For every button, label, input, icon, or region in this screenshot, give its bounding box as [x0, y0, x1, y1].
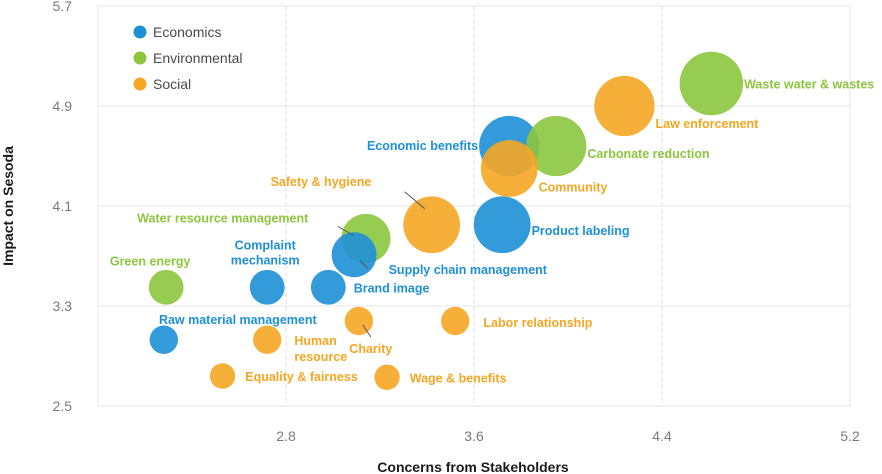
- leader-line: [359, 260, 369, 270]
- data-label-safety-and-hygiene: Safety & hygiene: [271, 175, 372, 189]
- data-label-charity: Charity: [349, 342, 392, 356]
- bubble-raw-material-management: [149, 325, 178, 354]
- y-axis-ticks: 2.5 3.3 4.1 4.9 5.7: [53, 0, 73, 414]
- bubble-complaint-mechanism: [249, 269, 285, 305]
- data-label-carbonate-reduction: Carbonate reduction: [587, 147, 709, 161]
- bubble-safety-and-hygiene: [403, 196, 461, 254]
- y-tick-label: 4.1: [53, 198, 73, 214]
- bubble-labor-relationship: [441, 306, 470, 336]
- legend: Economics Environmental Social: [133, 24, 243, 92]
- data-label-wage-and-benefits: Wage & benefits: [410, 371, 507, 385]
- data-label-line: resource: [294, 350, 347, 364]
- data-label-equality-and-fairness: Equality & fairness: [245, 370, 358, 384]
- x-tick-label: 5.2: [840, 428, 860, 444]
- data-label-raw-material-management: Raw material management: [159, 313, 318, 327]
- y-tick-label: 4.9: [53, 98, 73, 114]
- x-tick-label: 3.6: [464, 428, 484, 444]
- legend-label-economics: Economics: [153, 24, 221, 40]
- x-tick-label: 4.4: [652, 428, 672, 444]
- data-label-line: Human: [294, 334, 336, 348]
- bubble-equality-and-fairness: [209, 363, 236, 389]
- data-label-complaint-mechanism: Complaint mechanism: [231, 238, 300, 267]
- data-label-green-energy: Green energy: [110, 254, 191, 268]
- y-tick-label: 5.7: [53, 0, 73, 14]
- data-label-line: mechanism: [231, 253, 300, 267]
- bubbles: [148, 51, 744, 390]
- data-label-community: Community: [539, 181, 608, 195]
- leader-line: [337, 226, 355, 236]
- data-label-waste-water-and-wastes: Waste water & wastes: [744, 78, 874, 92]
- y-axis-title: Impact on Sesoda: [0, 146, 16, 266]
- data-label-law-enforcement: Law enforcement: [656, 117, 760, 131]
- bubble-carbonate-reduction: [526, 115, 587, 177]
- bubble-brand-image: [310, 269, 346, 305]
- legend-label-social: Social: [153, 76, 191, 92]
- bubble-waste-water-and-wastes: [679, 51, 744, 116]
- data-label-product-labeling: Product labeling: [532, 224, 630, 238]
- legend-marker-social: [133, 77, 147, 91]
- x-axis-ticks: 2.8 3.6 4.4 5.2: [276, 428, 860, 444]
- leader-lines: [337, 191, 426, 338]
- bubble-product-labeling: [473, 196, 531, 254]
- data-label-economic-benefits: Economic benefits: [367, 139, 478, 153]
- leader-line: [362, 324, 372, 338]
- data-label-supply-chain-management: Supply chain management: [389, 263, 548, 277]
- data-label-line: Complaint: [235, 238, 297, 252]
- bubble-law-enforcement: [594, 75, 655, 137]
- bubble-labels: Waste water & wastes Law enforcement Econo…: [110, 78, 874, 386]
- data-label-labor-relationship: Labor relationship: [483, 316, 592, 330]
- y-tick-label: 3.3: [53, 298, 73, 314]
- bubble-wage-and-benefits: [374, 364, 400, 390]
- x-tick-label: 2.8: [276, 428, 296, 444]
- data-label-human-resource: Human resource: [294, 334, 347, 364]
- bubble-supply-chain-management: [331, 232, 377, 278]
- leader-line: [404, 191, 426, 210]
- bubble-charity: [344, 306, 374, 336]
- bubble-community: [480, 140, 538, 197]
- bubble-human-resource: [253, 325, 282, 354]
- legend-marker-economics: [133, 25, 147, 39]
- y-tick-label: 2.5: [53, 398, 73, 414]
- bubble-green-energy: [148, 269, 184, 305]
- legend-label-environmental: Environmental: [153, 50, 243, 66]
- x-axis-title: Concerns from Stakeholders: [377, 459, 569, 474]
- data-label-water-resource-management: Water resource management: [137, 212, 309, 226]
- data-label-brand-image: Brand image: [354, 281, 430, 295]
- legend-marker-environmental: [133, 51, 147, 65]
